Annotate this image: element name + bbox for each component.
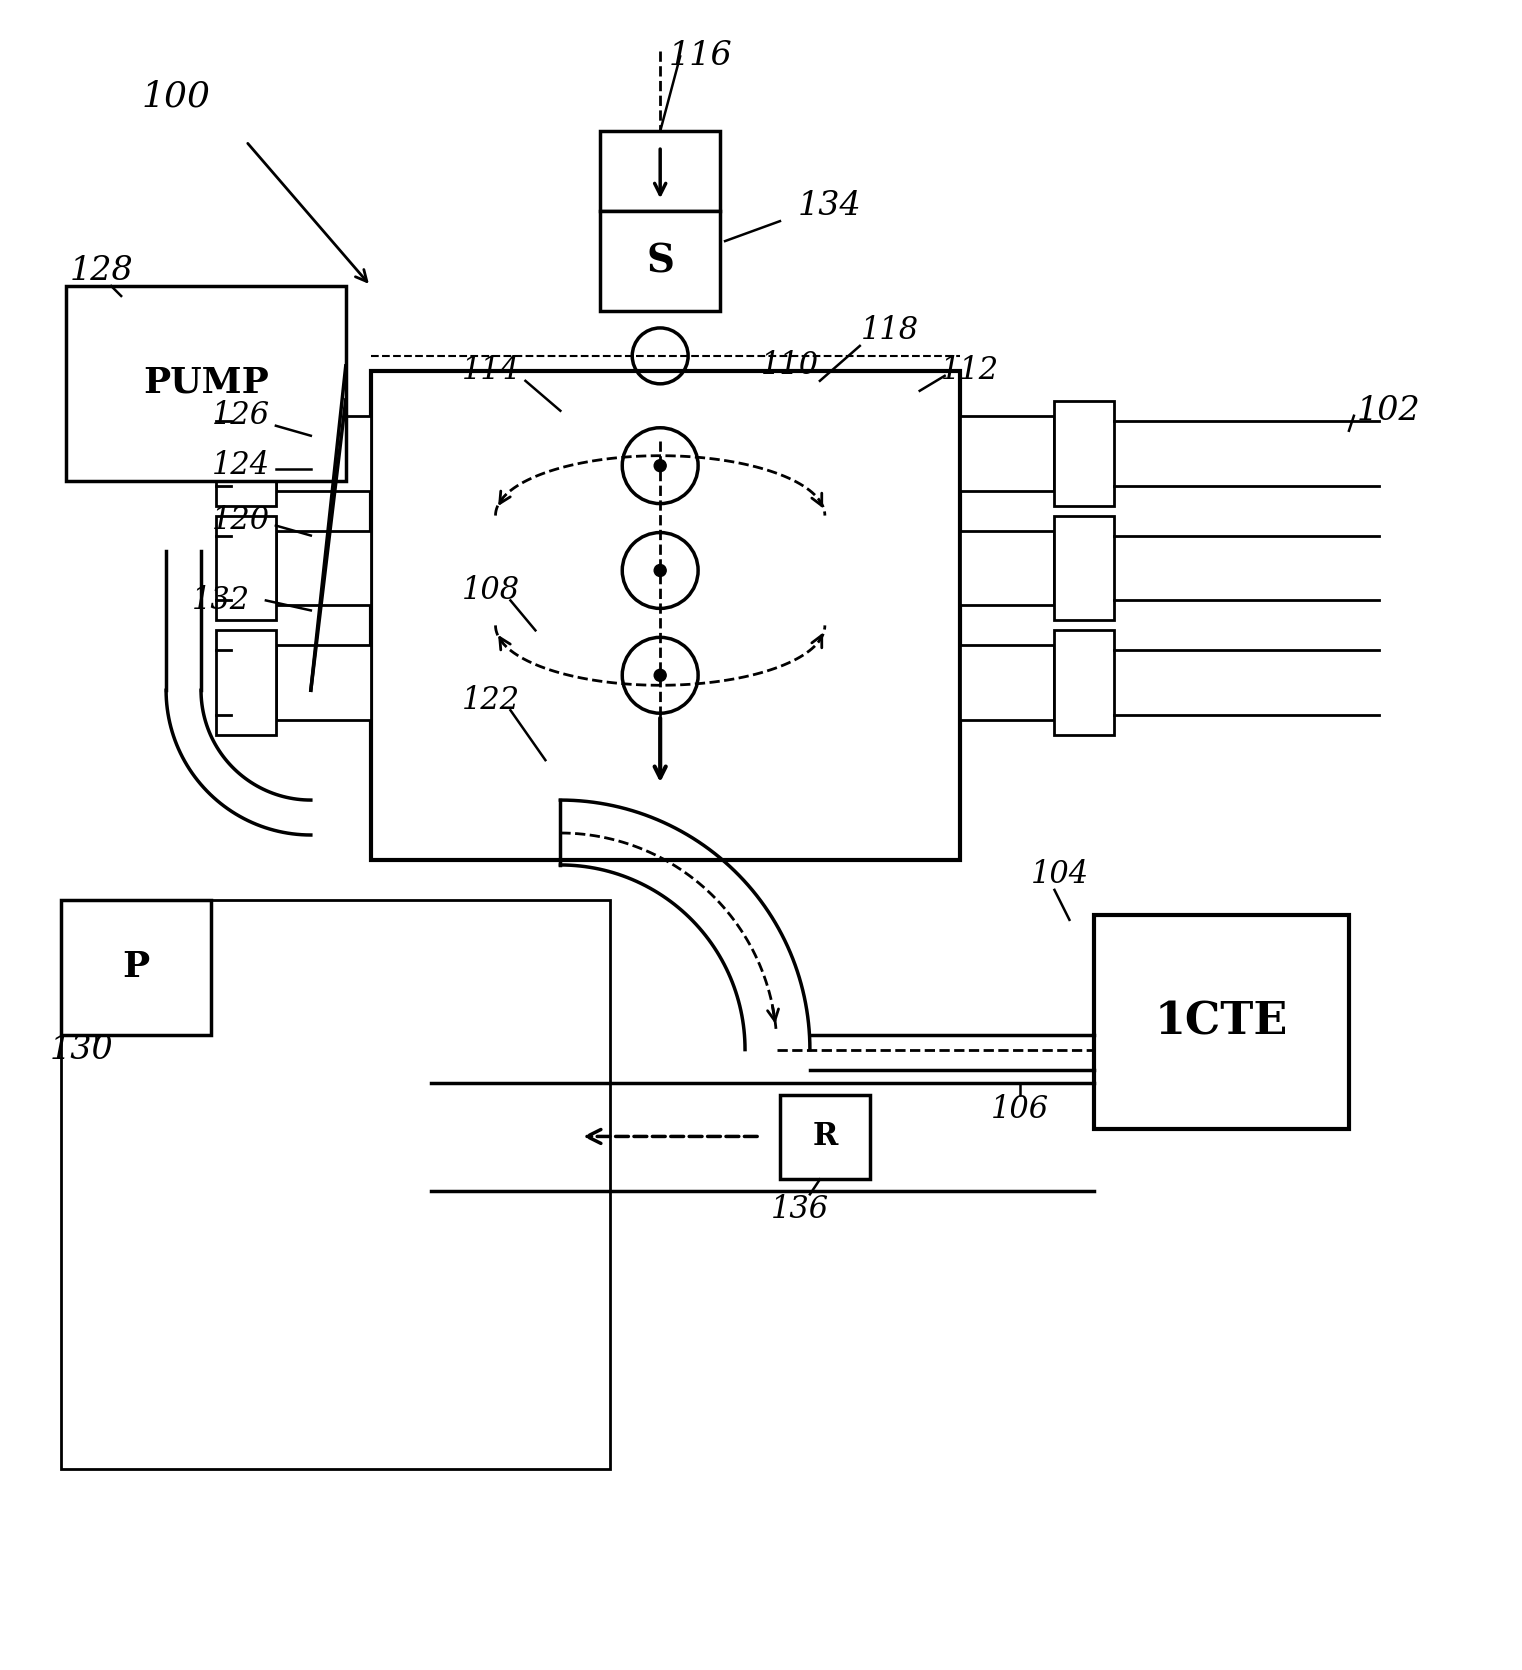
Text: 118: 118 bbox=[861, 316, 919, 346]
Bar bbox=[371, 371, 960, 860]
Circle shape bbox=[654, 564, 667, 576]
Text: S: S bbox=[647, 242, 674, 281]
Bar bbox=[1055, 516, 1114, 620]
Text: 1CTE: 1CTE bbox=[1155, 1000, 1288, 1044]
Text: 114: 114 bbox=[461, 356, 519, 386]
Bar bbox=[1094, 915, 1348, 1129]
Text: 134: 134 bbox=[798, 190, 861, 222]
Bar bbox=[216, 401, 275, 506]
Bar bbox=[61, 900, 212, 1035]
Text: 116: 116 bbox=[668, 40, 732, 72]
Text: R: R bbox=[813, 1121, 837, 1152]
Text: 120: 120 bbox=[212, 504, 269, 536]
Bar bbox=[600, 132, 720, 210]
Bar bbox=[275, 416, 371, 491]
Text: 130: 130 bbox=[49, 1034, 113, 1065]
Bar bbox=[1055, 401, 1114, 506]
Bar bbox=[600, 210, 720, 311]
Bar bbox=[1055, 630, 1114, 735]
Text: P: P bbox=[123, 950, 149, 984]
Text: 122: 122 bbox=[461, 685, 519, 716]
Text: 132: 132 bbox=[192, 584, 250, 616]
Bar bbox=[960, 645, 1055, 720]
Bar bbox=[67, 286, 345, 481]
Text: 136: 136 bbox=[770, 1194, 829, 1224]
Text: PUMP: PUMP bbox=[143, 366, 269, 399]
Bar bbox=[216, 516, 275, 620]
Text: 104: 104 bbox=[1030, 860, 1088, 890]
Text: 112: 112 bbox=[941, 356, 998, 386]
Text: 100: 100 bbox=[142, 80, 210, 114]
Bar bbox=[275, 531, 371, 606]
Bar bbox=[960, 416, 1055, 491]
Bar bbox=[61, 900, 610, 1470]
Bar bbox=[275, 645, 371, 720]
Circle shape bbox=[654, 670, 667, 681]
Text: 108: 108 bbox=[461, 574, 519, 606]
Text: 128: 128 bbox=[70, 256, 132, 287]
Bar bbox=[779, 1094, 869, 1179]
Bar bbox=[216, 630, 275, 735]
Text: 110: 110 bbox=[761, 351, 819, 381]
Text: 102: 102 bbox=[1358, 394, 1420, 428]
Text: 126: 126 bbox=[212, 401, 269, 431]
Text: 124: 124 bbox=[212, 451, 269, 481]
Text: 106: 106 bbox=[991, 1094, 1049, 1126]
Bar bbox=[960, 531, 1055, 606]
Circle shape bbox=[654, 459, 667, 471]
